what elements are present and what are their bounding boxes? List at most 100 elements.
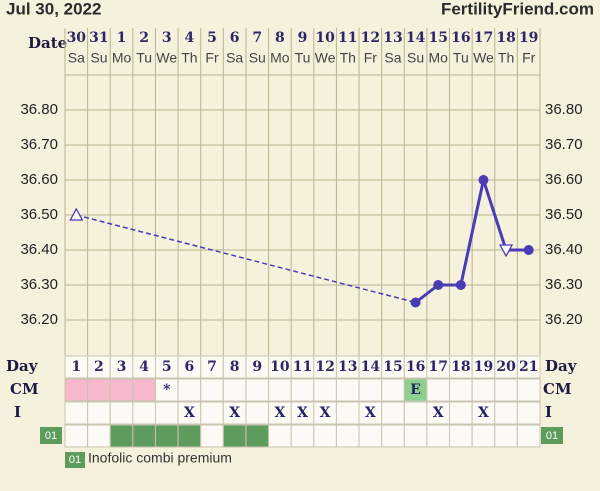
cm-label: CM	[10, 380, 39, 398]
med-cell	[222, 424, 247, 448]
y-tick-label: 36.40	[20, 241, 58, 258]
i-cell	[403, 401, 428, 425]
med-code: 01	[45, 430, 57, 442]
day-number: 7	[207, 359, 217, 375]
date: 13	[383, 30, 402, 46]
med-cell	[403, 424, 428, 448]
date: 10	[315, 30, 335, 46]
weekday: Sa	[384, 50, 401, 66]
date: 14	[406, 30, 426, 46]
i-cell	[132, 401, 156, 425]
site-name: FertilityFriend.com	[441, 0, 594, 18]
day-number: 3	[117, 359, 127, 375]
y-tick-label-right: 36.20	[545, 311, 583, 328]
cm-cell	[64, 378, 89, 402]
y-tick-label-right: 36.60	[545, 171, 583, 188]
day-number: 6	[185, 359, 195, 375]
cm-cell	[177, 378, 202, 402]
day-number: 9	[252, 359, 262, 375]
cm-mark: E	[410, 382, 421, 398]
cm-cell	[109, 378, 134, 402]
day-cell	[516, 355, 541, 379]
date: 30	[67, 30, 87, 46]
y-tick-label: 36.60	[20, 171, 58, 188]
y-tick-label: 36.30	[20, 276, 58, 293]
i-cell	[335, 401, 360, 425]
y-tick-label: 36.80	[20, 101, 58, 118]
marker	[523, 245, 534, 255]
cm-label: CM	[543, 380, 572, 398]
i-mark: X	[274, 405, 285, 421]
cm-cell	[516, 378, 541, 402]
legend-code: 01	[69, 454, 81, 466]
i-cell	[109, 401, 134, 425]
day-number: 8	[230, 359, 240, 375]
med-code: 01	[546, 430, 558, 442]
date: 1	[117, 30, 127, 46]
med-cell	[449, 424, 473, 448]
i-mark: X	[320, 405, 331, 421]
weekday: Tu	[295, 50, 311, 66]
date: 15	[428, 30, 447, 46]
med-cell	[494, 424, 518, 448]
weekday: Su	[249, 50, 266, 66]
med-cell	[358, 424, 383, 448]
i-mark: X	[478, 405, 489, 421]
weekday: Mo	[270, 50, 290, 66]
day-label: Day	[545, 357, 578, 375]
y-tick-label-right: 36.50	[545, 206, 583, 223]
day-number: 5	[162, 359, 172, 375]
med-code-box	[40, 427, 62, 444]
marker	[433, 280, 444, 290]
weekday: Su	[407, 50, 424, 66]
day-number: 4	[139, 359, 149, 375]
temp-gap-line	[76, 214, 416, 304]
i-label: I	[14, 403, 21, 421]
y-tick-label: 36.50	[20, 206, 58, 223]
date: 5	[207, 30, 217, 46]
i-mark: X	[297, 405, 308, 421]
date: 3	[162, 30, 172, 46]
date: 12	[361, 30, 380, 46]
weekday: Mo	[112, 50, 132, 66]
y-tick-label: 36.70	[20, 136, 58, 153]
date: 2	[139, 30, 149, 46]
med-cell	[426, 424, 451, 448]
med-cell	[200, 424, 224, 448]
marker	[498, 244, 514, 258]
day-number: 10	[270, 359, 290, 375]
weekday: We	[315, 50, 336, 66]
cm-cell	[290, 378, 315, 402]
i-cell	[381, 401, 405, 425]
i-cell	[154, 401, 179, 425]
date: 4	[185, 30, 195, 46]
date: 31	[89, 30, 108, 46]
marker	[455, 280, 466, 290]
y-tick-label-right: 36.80	[545, 101, 583, 118]
y-tick-label-right: 36.40	[545, 241, 583, 258]
weekday: Sa	[68, 50, 85, 66]
date: 9	[298, 30, 308, 46]
day-number: 14	[361, 359, 381, 375]
cm-mark: *	[163, 382, 171, 398]
i-mark: X	[229, 405, 240, 421]
marker	[410, 297, 421, 308]
legend-box	[65, 452, 85, 468]
weekday: Th	[181, 50, 197, 66]
i-mark: X	[433, 405, 444, 421]
day-number: 18	[451, 359, 470, 375]
date: 18	[496, 30, 515, 46]
day-number: 11	[293, 359, 312, 375]
weekday: Th	[498, 50, 514, 66]
cm-cell	[449, 378, 473, 402]
med-cell	[177, 424, 202, 448]
marker	[478, 175, 489, 185]
i-cell	[87, 401, 111, 425]
cm-cell	[245, 378, 270, 402]
day-number: 12	[315, 359, 334, 375]
date: 7	[252, 30, 262, 46]
weekday: Tu	[453, 50, 469, 66]
weekday: We	[156, 50, 177, 66]
cm-cell	[494, 378, 518, 402]
cm-cell	[471, 378, 496, 402]
